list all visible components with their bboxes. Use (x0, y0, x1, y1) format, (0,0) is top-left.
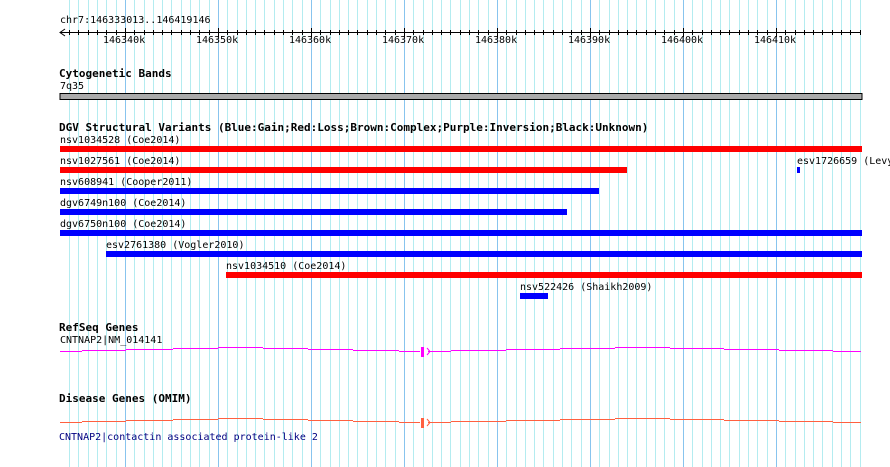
variant-label[interactable]: nsv522426 (Shaikh2009) (520, 282, 653, 293)
strand-arrow-icon (426, 347, 431, 356)
variant-bar[interactable] (60, 209, 567, 215)
ruler-tick-label: 146410k (753, 35, 797, 46)
variant-bar[interactable] (60, 146, 862, 152)
variant-bar[interactable] (60, 167, 627, 173)
ruler-tick-label: 146380k (474, 35, 518, 46)
ruler-tick-label: 146390k (567, 35, 611, 46)
refseq-gene-label[interactable]: CNTNAP2|NM_014141 (60, 335, 163, 346)
refseq-exon[interactable] (421, 347, 425, 357)
variant-label[interactable]: nsv608941 (Cooper2011) (60, 177, 193, 188)
omim-gene-structure[interactable] (60, 418, 861, 423)
variant-label[interactable]: dgv6750n100 (Coe2014) (60, 219, 187, 230)
variant-bar[interactable] (60, 230, 862, 236)
variant-bar[interactable] (797, 167, 800, 173)
variant-label[interactable]: esv1726659 (Levy (797, 156, 890, 167)
variant-label[interactable]: nsv1034510 (Coe2014) (226, 261, 347, 272)
variant-bar[interactable] (226, 272, 862, 278)
omim-gene-label[interactable]: CNTNAP2|contactin associated protein-lik… (59, 432, 318, 443)
ruler-tick-label: 146400k (660, 35, 704, 46)
region-label: chr7:146333013..146419146 (60, 15, 211, 26)
ruler-tick-label: 146370k (381, 35, 425, 46)
ruler-tick-label: 146340k (102, 35, 146, 46)
cytoband-track-title: Cytogenetic Bands (59, 67, 172, 80)
ruler-tick-label: 146360k (288, 35, 332, 46)
variant-label[interactable]: nsv1034528 (Coe2014) (60, 135, 181, 146)
refseq-gene-structure[interactable] (60, 347, 861, 352)
omim-exon[interactable] (421, 418, 425, 428)
variant-label[interactable]: dgv6749n100 (Coe2014) (60, 198, 187, 209)
refseq-track-title: RefSeq Genes (59, 321, 139, 334)
variant-bar[interactable] (520, 293, 548, 299)
ruler-tick-label: 146350k (195, 35, 239, 46)
strand-arrow-icon (426, 418, 431, 427)
variant-bar[interactable] (60, 188, 599, 194)
omim-track-title: Disease Genes (OMIM) (59, 392, 192, 405)
dgv-track-title: DGV Structural Variants (Blue:Gain;Red:L… (59, 121, 649, 134)
cytoband-bar[interactable] (59, 93, 863, 100)
variant-label[interactable]: nsv1027561 (Coe2014) (60, 156, 181, 167)
ruler-left-arrow-icon[interactable] (59, 28, 66, 37)
cytoband-label: 7q35 (60, 81, 85, 92)
variant-bar[interactable] (106, 251, 862, 257)
variant-label[interactable]: esv2761380 (Vogler2010) (106, 240, 245, 251)
